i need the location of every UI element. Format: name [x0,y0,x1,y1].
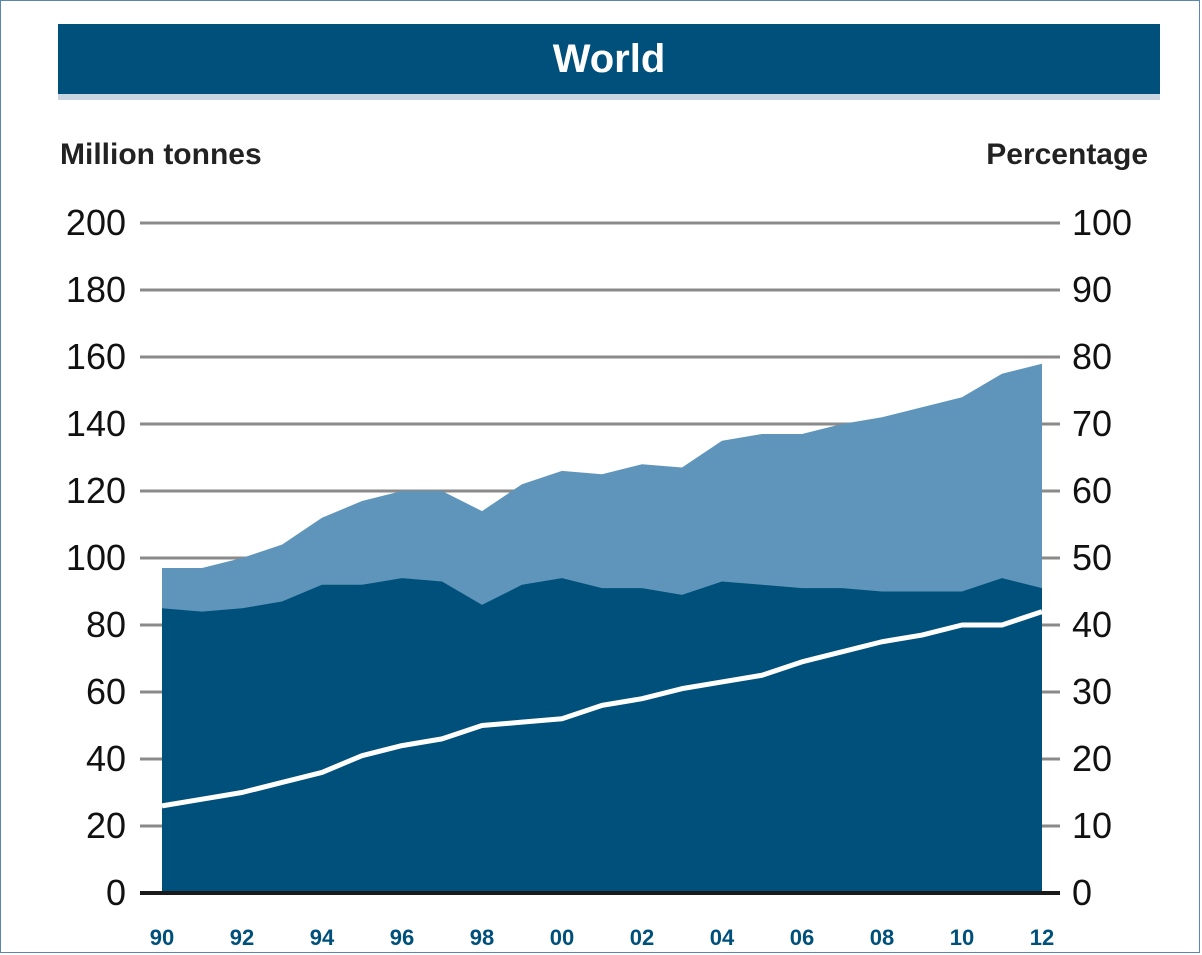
y-axis-right-title: Percentage [986,138,1148,171]
y-tick-label-left: 80 [86,604,126,645]
y-tick-label-right: 80 [1072,336,1112,377]
y-tick-label-left: 120 [66,470,126,511]
y-tick-label-left: 60 [86,671,126,712]
x-tick-label: 04 [710,925,735,950]
x-tick-label: 06 [790,925,814,950]
y-tick-label-left: 100 [66,537,126,578]
y-tick-label-right: 70 [1072,403,1112,444]
x-tick-label: 94 [310,925,335,950]
y-tick-label-right: 50 [1072,537,1112,578]
y-tick-label-left: 40 [86,738,126,779]
percentage-line [161,609,1043,809]
y-tick-label-right: 30 [1072,671,1112,712]
y-tick-label-right: 40 [1072,604,1112,645]
x-tick-label: 02 [630,925,654,950]
area-series-lower [162,578,1042,893]
x-tick-label: 96 [390,925,414,950]
y-tick-label-left: 200 [66,202,126,243]
x-tick-label: 98 [470,925,494,950]
y-tick-label-left: 140 [66,403,126,444]
x-tick-label: 08 [870,925,894,950]
y-tick-label-right: 60 [1072,470,1112,511]
y-axis-left-title: Million tonnes [60,138,262,171]
y-tick-label-left: 180 [66,269,126,310]
x-tick-label: 10 [950,925,974,950]
y-tick-label-left: 0 [106,872,126,913]
x-tick-label: 12 [1030,925,1054,950]
chart-title: World [58,24,1160,94]
y-tick-label-left: 160 [66,336,126,377]
x-tick-label: 00 [550,925,574,950]
y-tick-label-right: 0 [1072,872,1092,913]
y-tick-label-right: 10 [1072,805,1112,846]
y-tick-label-right: 20 [1072,738,1112,779]
y-tick-label-right: 100 [1072,202,1132,243]
y-tick-label-left: 20 [86,805,126,846]
x-tick-label: 92 [230,925,254,950]
x-tick-label: 90 [150,925,174,950]
y-tick-label-right: 90 [1072,269,1112,310]
